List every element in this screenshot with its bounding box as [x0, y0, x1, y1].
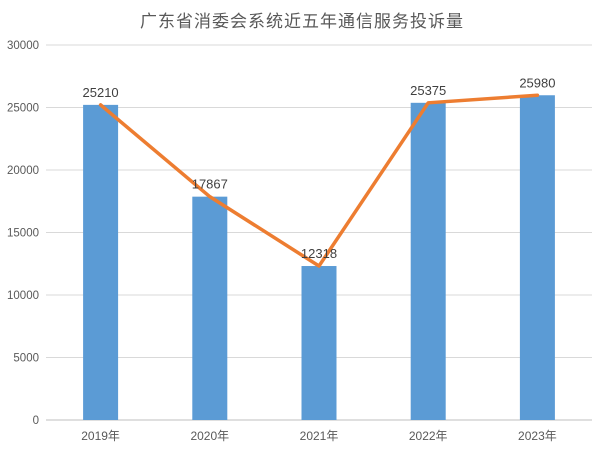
x-tick-label: 2022年	[409, 429, 448, 443]
x-tick-label: 2020年	[190, 429, 229, 443]
data-label: 17867	[192, 177, 228, 192]
y-tick-label: 30000	[7, 40, 39, 52]
x-tick-label: 2023年	[518, 429, 557, 443]
y-tick-label: 0	[33, 415, 39, 427]
y-tick-label: 15000	[7, 228, 39, 240]
y-tick-label: 20000	[7, 165, 39, 177]
y-tick-label: 25000	[7, 103, 39, 115]
x-tick-label: 2021年	[300, 429, 339, 443]
bar	[83, 104, 119, 420]
y-tick-label: 10000	[7, 290, 39, 302]
bar	[519, 95, 555, 420]
data-label: 25375	[410, 83, 446, 98]
bar	[192, 196, 228, 420]
data-label: 12318	[301, 246, 337, 261]
trend-line	[98, 93, 540, 268]
data-label: 25980	[519, 75, 555, 90]
data-label: 25210	[83, 85, 119, 100]
bar	[410, 102, 446, 420]
y-tick-label: 5000	[13, 353, 39, 365]
chart-title: 广东省消委会系统近五年通信服务投诉量	[140, 12, 464, 32]
bar	[301, 266, 337, 420]
x-tick-label: 2019年	[81, 429, 120, 443]
